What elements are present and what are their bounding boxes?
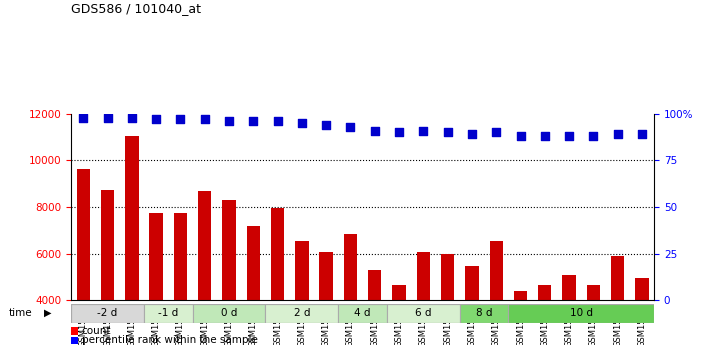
Point: [321, 122, 332, 128]
Point: [151, 117, 162, 122]
Bar: [460, 304, 508, 323]
Bar: [295, 241, 309, 345]
Text: ▶: ▶: [44, 308, 52, 318]
Bar: [538, 285, 552, 345]
Point: [417, 128, 429, 134]
Point: [636, 131, 648, 137]
Bar: [149, 213, 163, 345]
Bar: [71, 327, 77, 335]
Point: [515, 134, 526, 139]
Text: time: time: [9, 308, 32, 318]
Point: [345, 124, 356, 130]
Bar: [441, 254, 454, 345]
Bar: [587, 285, 600, 345]
Point: [588, 134, 599, 139]
Point: [563, 134, 574, 139]
Bar: [144, 304, 193, 323]
Text: count: count: [82, 326, 111, 336]
Bar: [490, 241, 503, 345]
Text: -2 d: -2 d: [97, 308, 117, 318]
Bar: [319, 253, 333, 345]
Point: [247, 119, 259, 124]
Text: 8 d: 8 d: [476, 308, 492, 318]
Point: [539, 134, 550, 139]
Bar: [368, 270, 381, 345]
Text: 4 d: 4 d: [354, 308, 371, 318]
Text: 2 d: 2 d: [294, 308, 310, 318]
Point: [393, 130, 405, 135]
Point: [77, 115, 89, 120]
Text: -1 d: -1 d: [158, 308, 178, 318]
Bar: [198, 191, 211, 345]
Point: [491, 130, 502, 135]
Bar: [392, 285, 406, 345]
Point: [369, 128, 380, 134]
Point: [102, 115, 113, 120]
Bar: [562, 275, 576, 345]
Bar: [636, 278, 648, 345]
Point: [612, 131, 624, 137]
Point: [296, 120, 308, 126]
Point: [442, 130, 454, 135]
Text: percentile rank within the sample: percentile rank within the sample: [82, 335, 257, 345]
Text: 0 d: 0 d: [221, 308, 237, 318]
Text: 6 d: 6 d: [415, 308, 432, 318]
Bar: [223, 200, 235, 345]
Bar: [514, 291, 527, 345]
Bar: [611, 256, 624, 345]
Bar: [173, 213, 187, 345]
Point: [272, 119, 283, 124]
Bar: [247, 226, 260, 345]
Point: [175, 117, 186, 122]
Point: [223, 119, 235, 124]
Bar: [417, 253, 430, 345]
Bar: [193, 304, 265, 323]
Bar: [101, 189, 114, 345]
Bar: [338, 304, 387, 323]
Bar: [344, 234, 357, 345]
Bar: [77, 169, 90, 345]
Text: 10 d: 10 d: [570, 308, 593, 318]
Bar: [271, 208, 284, 345]
Bar: [387, 304, 460, 323]
Bar: [508, 304, 654, 323]
Bar: [71, 304, 144, 323]
Point: [199, 117, 210, 122]
Bar: [265, 304, 338, 323]
Text: GDS586 / 101040_at: GDS586 / 101040_at: [71, 2, 201, 15]
Point: [466, 131, 478, 137]
Bar: [465, 266, 479, 345]
Bar: [125, 136, 139, 345]
Bar: [71, 337, 77, 344]
Point: [126, 115, 137, 120]
